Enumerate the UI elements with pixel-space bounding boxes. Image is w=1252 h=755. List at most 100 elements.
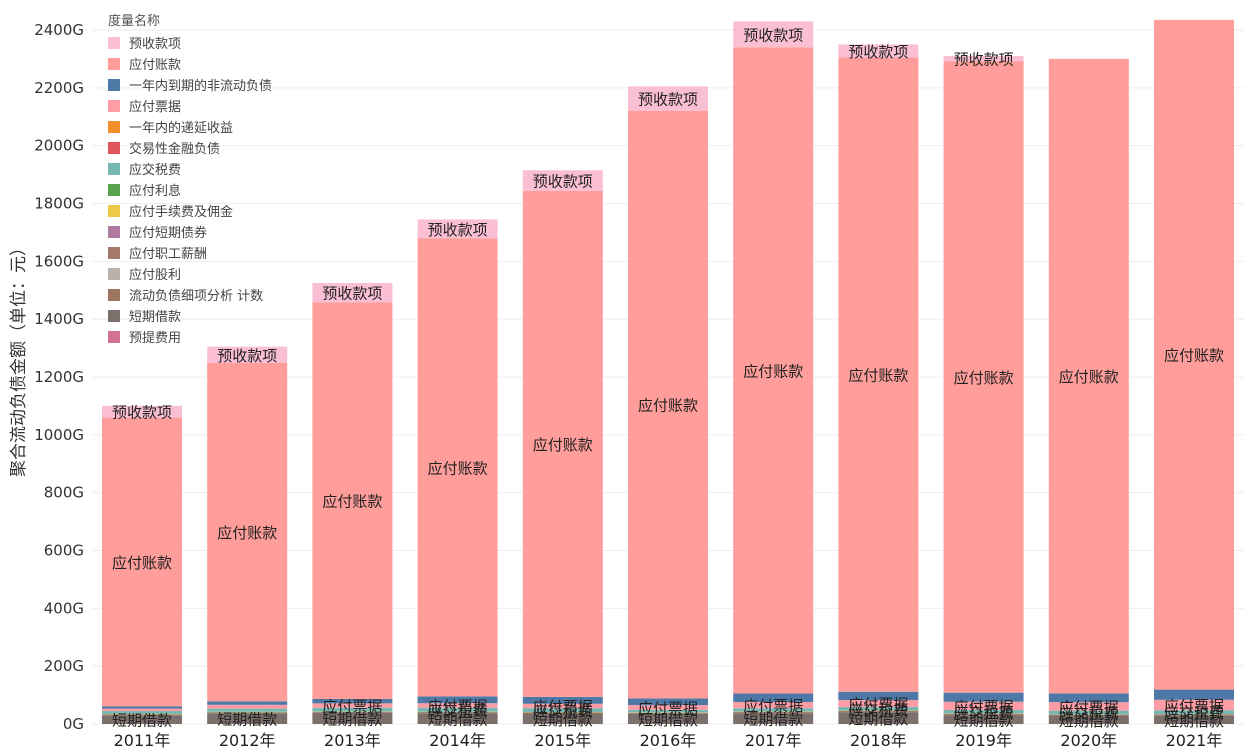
legend-item[interactable]: 应付票据 — [108, 95, 308, 116]
legend-item[interactable]: 流动负债细项分析 计数 — [108, 284, 308, 305]
bar-segment[interactable] — [417, 707, 498, 712]
bar-segment[interactable] — [943, 61, 1024, 693]
bar-segment[interactable] — [522, 713, 603, 724]
bar-segment[interactable] — [312, 707, 393, 712]
legend-item[interactable]: 短期借款 — [108, 305, 308, 326]
bar-segment[interactable] — [522, 703, 603, 709]
bar-segment[interactable] — [1048, 702, 1129, 711]
legend-items: 预收款项 应付账款 一年内到期的非流动负债 应付票据 一年内的递延收益 交易性金融负债 应交… — [108, 32, 308, 347]
bar-segment[interactable] — [838, 712, 919, 724]
bar-segment[interactable] — [943, 709, 1024, 714]
legend-item[interactable]: 应交税费 — [108, 158, 308, 179]
bar-segment[interactable] — [1154, 714, 1234, 716]
bar-segment[interactable] — [628, 713, 708, 724]
legend-item[interactable]: 应付账款 — [108, 53, 308, 74]
bar-segment[interactable] — [838, 691, 919, 701]
bar-segment[interactable] — [733, 47, 814, 694]
bar-segment[interactable] — [733, 21, 814, 48]
bar-segment[interactable] — [417, 238, 498, 697]
bar-segment[interactable] — [207, 712, 288, 714]
bar-segment[interactable] — [838, 700, 919, 708]
bar-segment[interactable] — [628, 709, 708, 713]
bar-segment[interactable] — [102, 708, 182, 712]
bar-segment[interactable] — [207, 713, 288, 724]
bar-segment[interactable] — [838, 44, 919, 58]
bar-segment[interactable] — [522, 170, 603, 191]
bar-segment[interactable] — [733, 713, 814, 724]
bar-segment[interactable] — [102, 714, 182, 716]
bar-segment[interactable] — [1154, 699, 1234, 711]
legend-item[interactable]: 交易性金融负债 — [108, 137, 308, 158]
bar-segment[interactable] — [733, 708, 814, 712]
bar-segment[interactable] — [207, 346, 288, 363]
bar-segment[interactable] — [943, 715, 1024, 724]
bar-segment[interactable] — [207, 704, 288, 709]
bar-segment[interactable] — [417, 703, 498, 708]
bar-segment[interactable] — [417, 219, 498, 239]
bar-segment[interactable] — [417, 696, 498, 704]
bar-segment[interactable] — [312, 698, 393, 704]
legend-item[interactable]: 一年内的递延收益 — [108, 116, 308, 137]
bar-segment[interactable] — [207, 701, 288, 705]
bar-segment[interactable] — [417, 713, 498, 724]
bar-segment[interactable] — [733, 712, 814, 714]
bar-segment[interactable] — [312, 703, 393, 708]
segment-label: 应交税费 — [954, 704, 1014, 722]
bar-segment[interactable] — [838, 707, 919, 711]
bar-segment[interactable] — [102, 706, 182, 709]
bar-segment[interactable] — [1154, 715, 1234, 724]
bar-segment[interactable] — [417, 712, 498, 714]
bar-segment[interactable] — [1048, 693, 1129, 703]
legend-item[interactable]: 预提费用 — [108, 326, 308, 347]
bar-segment[interactable] — [943, 713, 1024, 716]
segment-label: 应付账款 — [743, 362, 803, 380]
bar-segment[interactable] — [733, 693, 814, 702]
bar-segment[interactable] — [1154, 689, 1234, 700]
bar-segment[interactable] — [102, 715, 182, 724]
legend[interactable]: 度量名称 预收款项 应付账款 一年内到期的非流动负债 应付票据 一年内的递延收益 交易性金… — [108, 10, 308, 347]
bar-segment[interactable] — [1154, 710, 1234, 715]
bar-segment[interactable] — [943, 56, 1024, 62]
bar-segment[interactable] — [1048, 716, 1129, 724]
legend-item[interactable]: 应付短期债券 — [108, 221, 308, 242]
legend-item[interactable]: 预收款项 — [108, 32, 308, 53]
bar-segment[interactable] — [102, 417, 182, 707]
bar-segment[interactable] — [312, 283, 393, 303]
bar-segment[interactable] — [838, 57, 919, 692]
legend-swatch — [108, 267, 120, 280]
bar-segment[interactable] — [1048, 710, 1129, 715]
bar-segment[interactable] — [943, 701, 1024, 710]
bar-segment[interactable] — [943, 692, 1024, 702]
segment-label: 短期借款 — [1164, 712, 1224, 730]
bar-segment[interactable] — [522, 190, 603, 697]
legend-item[interactable]: 应付职工薪酬 — [108, 242, 308, 263]
bar-segment[interactable] — [628, 705, 708, 710]
legend-item[interactable]: 应付手续费及佣金 — [108, 200, 308, 221]
bar-segment[interactable] — [312, 711, 393, 713]
bar-segment[interactable] — [312, 712, 393, 724]
legend-item[interactable]: 应付股利 — [108, 263, 308, 284]
segment-label: 预收款项 — [322, 285, 382, 303]
segment-label: 预收款项 — [743, 26, 803, 44]
bar-segment[interactable] — [1154, 19, 1234, 690]
legend-item[interactable]: 一年内到期的非流动负债 — [108, 74, 308, 95]
x-tick-label: 2012年 — [219, 731, 276, 750]
bar-segment[interactable] — [1048, 714, 1129, 717]
bar-segment[interactable] — [522, 708, 603, 712]
bar-segment[interactable] — [628, 110, 708, 699]
bar-segment[interactable] — [312, 302, 393, 699]
bar-segment[interactable] — [733, 701, 814, 709]
bar-segment[interactable] — [102, 711, 182, 714]
bar-segment[interactable] — [207, 362, 288, 702]
bar-segment[interactable] — [207, 708, 288, 712]
bar-segment[interactable] — [522, 696, 603, 704]
bar-segment[interactable] — [1048, 58, 1129, 694]
bar-segment[interactable] — [628, 698, 708, 706]
bar-segment[interactable] — [102, 405, 182, 418]
bar-segment[interactable] — [628, 712, 708, 714]
legend-item[interactable]: 应付利息 — [108, 179, 308, 200]
bar-segment[interactable] — [522, 712, 603, 714]
bar-segment[interactable] — [628, 86, 708, 111]
legend-label: 应付股利 — [129, 268, 182, 283]
bar-segment[interactable] — [838, 711, 919, 713]
